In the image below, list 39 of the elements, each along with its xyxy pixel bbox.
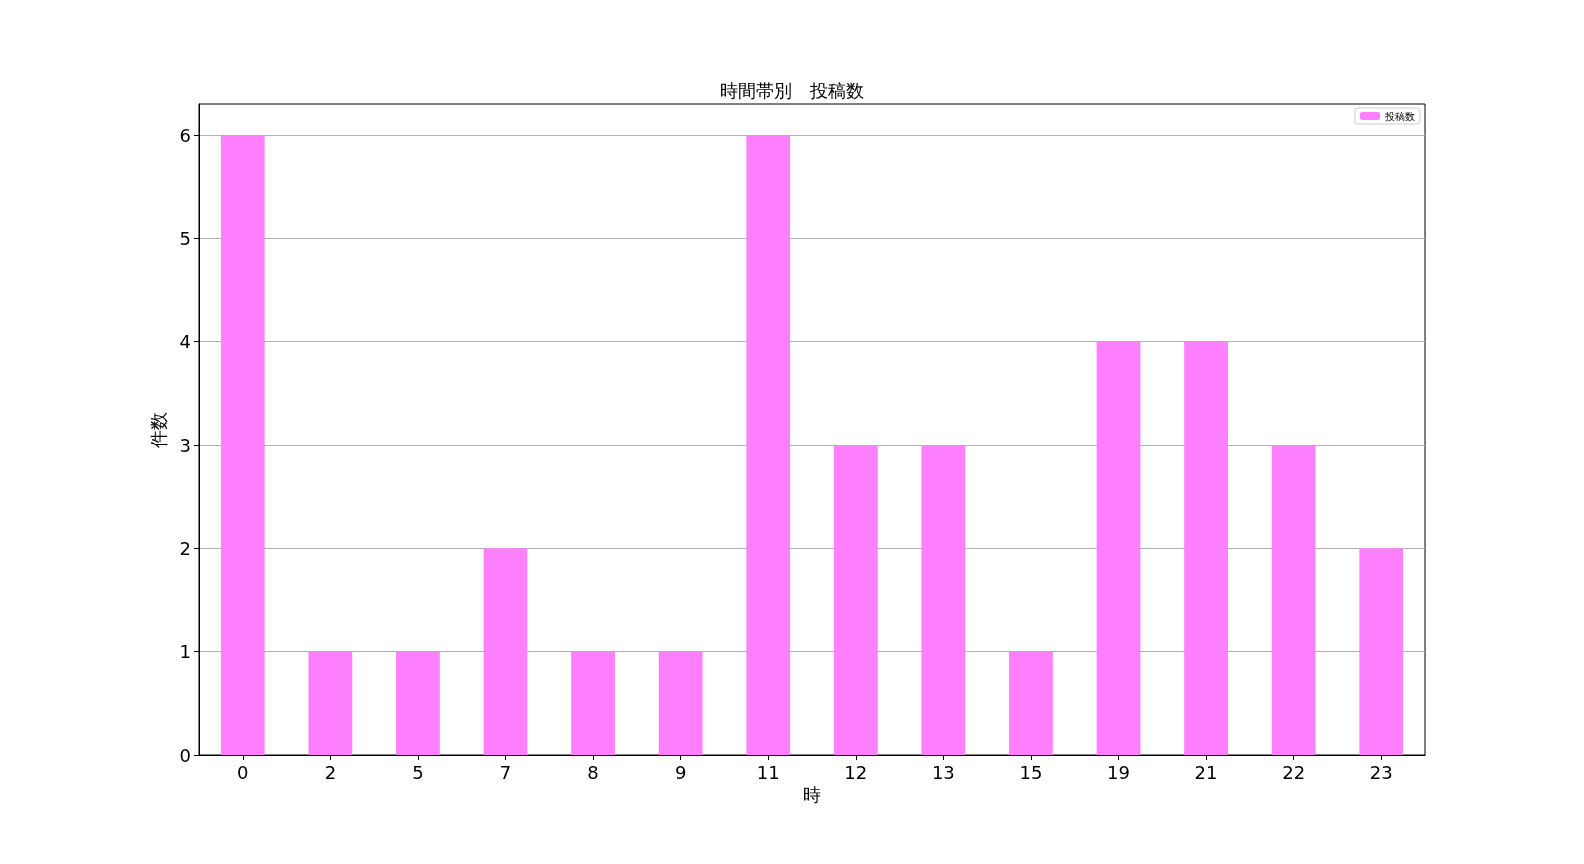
x-tick-label: 8	[587, 761, 599, 783]
bar	[746, 135, 791, 755]
y-tick-label: 3	[179, 434, 191, 456]
bar	[921, 445, 966, 755]
bar	[658, 651, 703, 755]
bar	[396, 651, 440, 755]
y-tick-label: 2	[179, 537, 191, 559]
legend-label: 投稿数	[1384, 110, 1415, 122]
y-tick-label: 5	[179, 227, 191, 249]
bar	[483, 548, 528, 755]
x-tick-label: 0	[237, 761, 249, 783]
y-tick-label: 4	[179, 331, 191, 353]
bar	[1096, 341, 1141, 755]
x-tick-label: 15	[1019, 761, 1043, 783]
x-tick-label: 19	[1107, 761, 1130, 783]
x-tick-label: 2	[324, 761, 337, 783]
x-axis-title: 時	[803, 784, 821, 806]
bar	[220, 135, 265, 755]
x-tick-label: 22	[1282, 761, 1306, 783]
x-tick-label: 21	[1194, 761, 1218, 783]
y-tick-label: 6	[179, 124, 191, 146]
bar	[308, 651, 353, 755]
x-tick-label: 7	[499, 761, 512, 783]
bar	[1184, 341, 1228, 755]
x-tick-label: 11	[756, 761, 780, 783]
y-tick-label: 1	[179, 641, 191, 663]
x-tick-label: 13	[931, 761, 955, 783]
bar	[571, 651, 615, 755]
bar	[1271, 445, 1316, 755]
x-tick-label: 12	[844, 761, 868, 783]
y-axis-title: 件数	[147, 411, 169, 448]
bar	[833, 445, 878, 755]
x-tick-label: 9	[674, 761, 687, 783]
x-tick-label: 5	[412, 761, 424, 783]
chart-title: 時間帯別 投稿数	[720, 79, 864, 101]
bar	[1009, 651, 1053, 755]
y-tick-label: 0	[179, 744, 191, 766]
x-tick-label: 23	[1369, 761, 1393, 783]
bar	[1359, 548, 1404, 755]
